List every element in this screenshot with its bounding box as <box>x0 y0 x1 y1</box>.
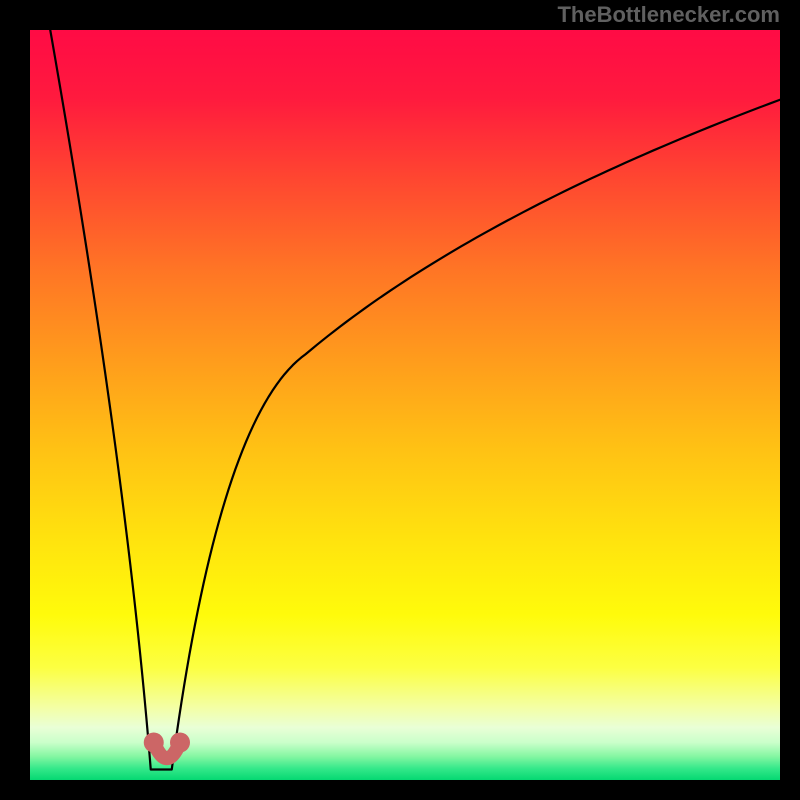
watermark-text: TheBottlenecker.com <box>557 2 780 28</box>
chart-svg <box>30 30 780 780</box>
chart-plot-area <box>30 30 780 780</box>
